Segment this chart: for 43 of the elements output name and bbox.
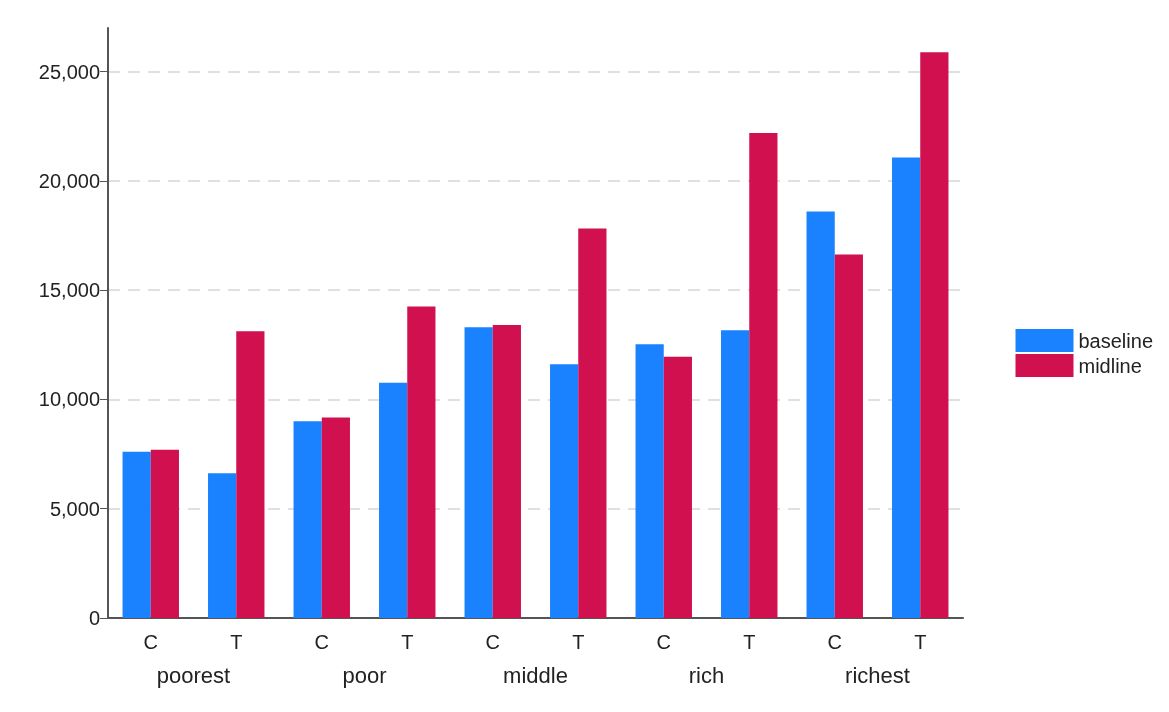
bar [806, 211, 835, 618]
text: poorest [156, 662, 231, 688]
bar [749, 132, 778, 618]
text: poor [342, 662, 387, 688]
bar [635, 344, 664, 618]
bar [663, 356, 692, 618]
x-tick-label: C [143, 631, 158, 653]
x-tick-label: T [743, 631, 756, 653]
bar [122, 451, 151, 618]
x-tick-label: C [314, 631, 329, 653]
bar [407, 306, 436, 618]
x-tick-label: T [572, 631, 585, 653]
x-tick-label: C [656, 631, 671, 653]
legend-label: baseline [1078, 329, 1154, 352]
bar [236, 331, 265, 618]
bar [834, 254, 863, 618]
x-tick-label: T [401, 631, 414, 653]
bar [379, 382, 408, 618]
x-tick-label: T [914, 631, 927, 653]
y-tick-label: 25,000 [38, 60, 100, 83]
bar [920, 52, 949, 618]
y-tick-label: 0 [88, 607, 100, 629]
y-tick-label: 20,000 [38, 169, 100, 192]
y-tick-label: 15,000 [38, 279, 100, 302]
x-tick-label: C [485, 631, 500, 653]
y-tick-label: 10,000 [38, 388, 100, 411]
bar [892, 157, 921, 618]
x-tick-label: T [230, 631, 243, 653]
bar [492, 324, 521, 618]
bar [150, 449, 179, 618]
legend-label: midline [1078, 354, 1142, 377]
bar [208, 473, 237, 618]
bar [321, 417, 350, 618]
y-tick-label: 5,000 [49, 497, 100, 520]
bar [550, 364, 579, 618]
bar [721, 330, 750, 618]
bar [464, 327, 493, 618]
x-tick-label: C [827, 631, 842, 653]
text: rich [688, 662, 725, 688]
bar [578, 228, 607, 618]
text: richest [845, 662, 910, 688]
text: middle [503, 662, 568, 688]
bar [293, 421, 322, 618]
